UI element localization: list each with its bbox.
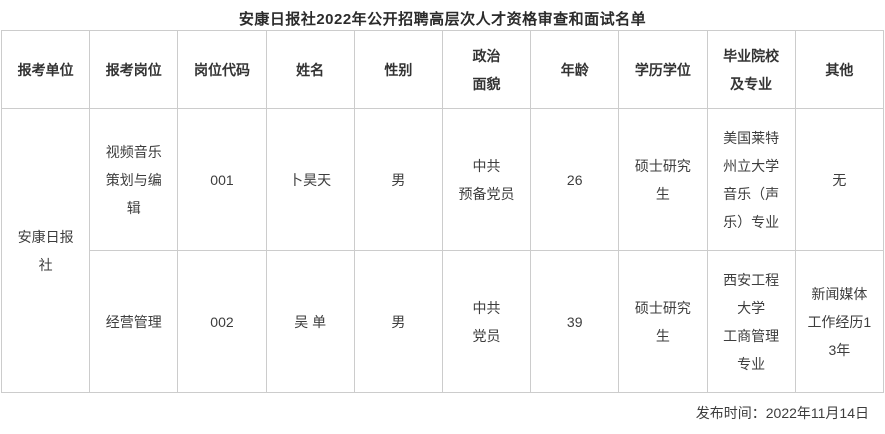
header-political: 政治 面貌 bbox=[441, 30, 532, 109]
cell-other: 无 bbox=[794, 108, 885, 251]
cell-other: 新闻媒体 工作经历1 3年 bbox=[794, 250, 885, 393]
table-row: 经营管理 002 吴 单 男 中共 党员 39 硕士研究 生 西安工程 大学 工… bbox=[2, 250, 885, 393]
cell-school-major: 美国莱特 州立大学 音乐（声 乐）专业 bbox=[706, 108, 796, 251]
header-age: 年龄 bbox=[530, 30, 620, 109]
cell-name: 吴 单 bbox=[265, 250, 355, 393]
cell-post-code: 002 bbox=[177, 250, 267, 393]
recruitment-table: 报考单位 报考岗位 岗位代码 姓名 性别 政治 面貌 年龄 学历学位 毕业院校 … bbox=[0, 30, 885, 393]
header-post-code: 岗位代码 bbox=[177, 30, 267, 109]
cell-apply-unit: 安康日报 社 bbox=[0, 108, 91, 393]
header-apply-post: 报考岗位 bbox=[89, 30, 179, 109]
cell-apply-post: 经营管理 bbox=[89, 250, 179, 393]
table-header-row: 报考单位 报考岗位 岗位代码 姓名 性别 政治 面貌 年龄 学历学位 毕业院校 … bbox=[0, 30, 885, 109]
cell-age: 26 bbox=[530, 108, 620, 251]
cell-political: 中共 党员 bbox=[441, 250, 532, 393]
cell-degree: 硕士研究 生 bbox=[618, 250, 708, 393]
cell-apply-post: 视频音乐 策划与编 辑 bbox=[89, 108, 179, 251]
header-degree: 学历学位 bbox=[618, 30, 708, 109]
cell-age: 39 bbox=[530, 250, 620, 393]
cell-gender: 男 bbox=[353, 108, 443, 251]
header-other: 其他 bbox=[794, 30, 885, 109]
cell-gender: 男 bbox=[353, 250, 443, 393]
publish-time: 发布时间：2022年11月14日 bbox=[695, 405, 869, 421]
header-apply-unit: 报考单位 bbox=[0, 30, 91, 109]
header-school-major: 毕业院校 及专业 bbox=[706, 30, 796, 109]
cell-post-code: 001 bbox=[177, 108, 267, 251]
header-gender: 性别 bbox=[353, 30, 443, 109]
table-row: 安康日报 社 视频音乐 策划与编 辑 001 卜昊天 男 中共 预备党员 26 … bbox=[0, 108, 885, 393]
cell-name: 卜昊天 bbox=[265, 108, 355, 251]
cell-school-major: 西安工程 大学 工商管理 专业 bbox=[706, 250, 796, 393]
header-name: 姓名 bbox=[265, 30, 355, 109]
page-title: 安康日报社2022年公开招聘高层次人才资格审查和面试名单 bbox=[238, 11, 647, 28]
cell-political: 中共 预备党员 bbox=[441, 108, 532, 251]
cell-degree: 硕士研究 生 bbox=[618, 108, 708, 251]
